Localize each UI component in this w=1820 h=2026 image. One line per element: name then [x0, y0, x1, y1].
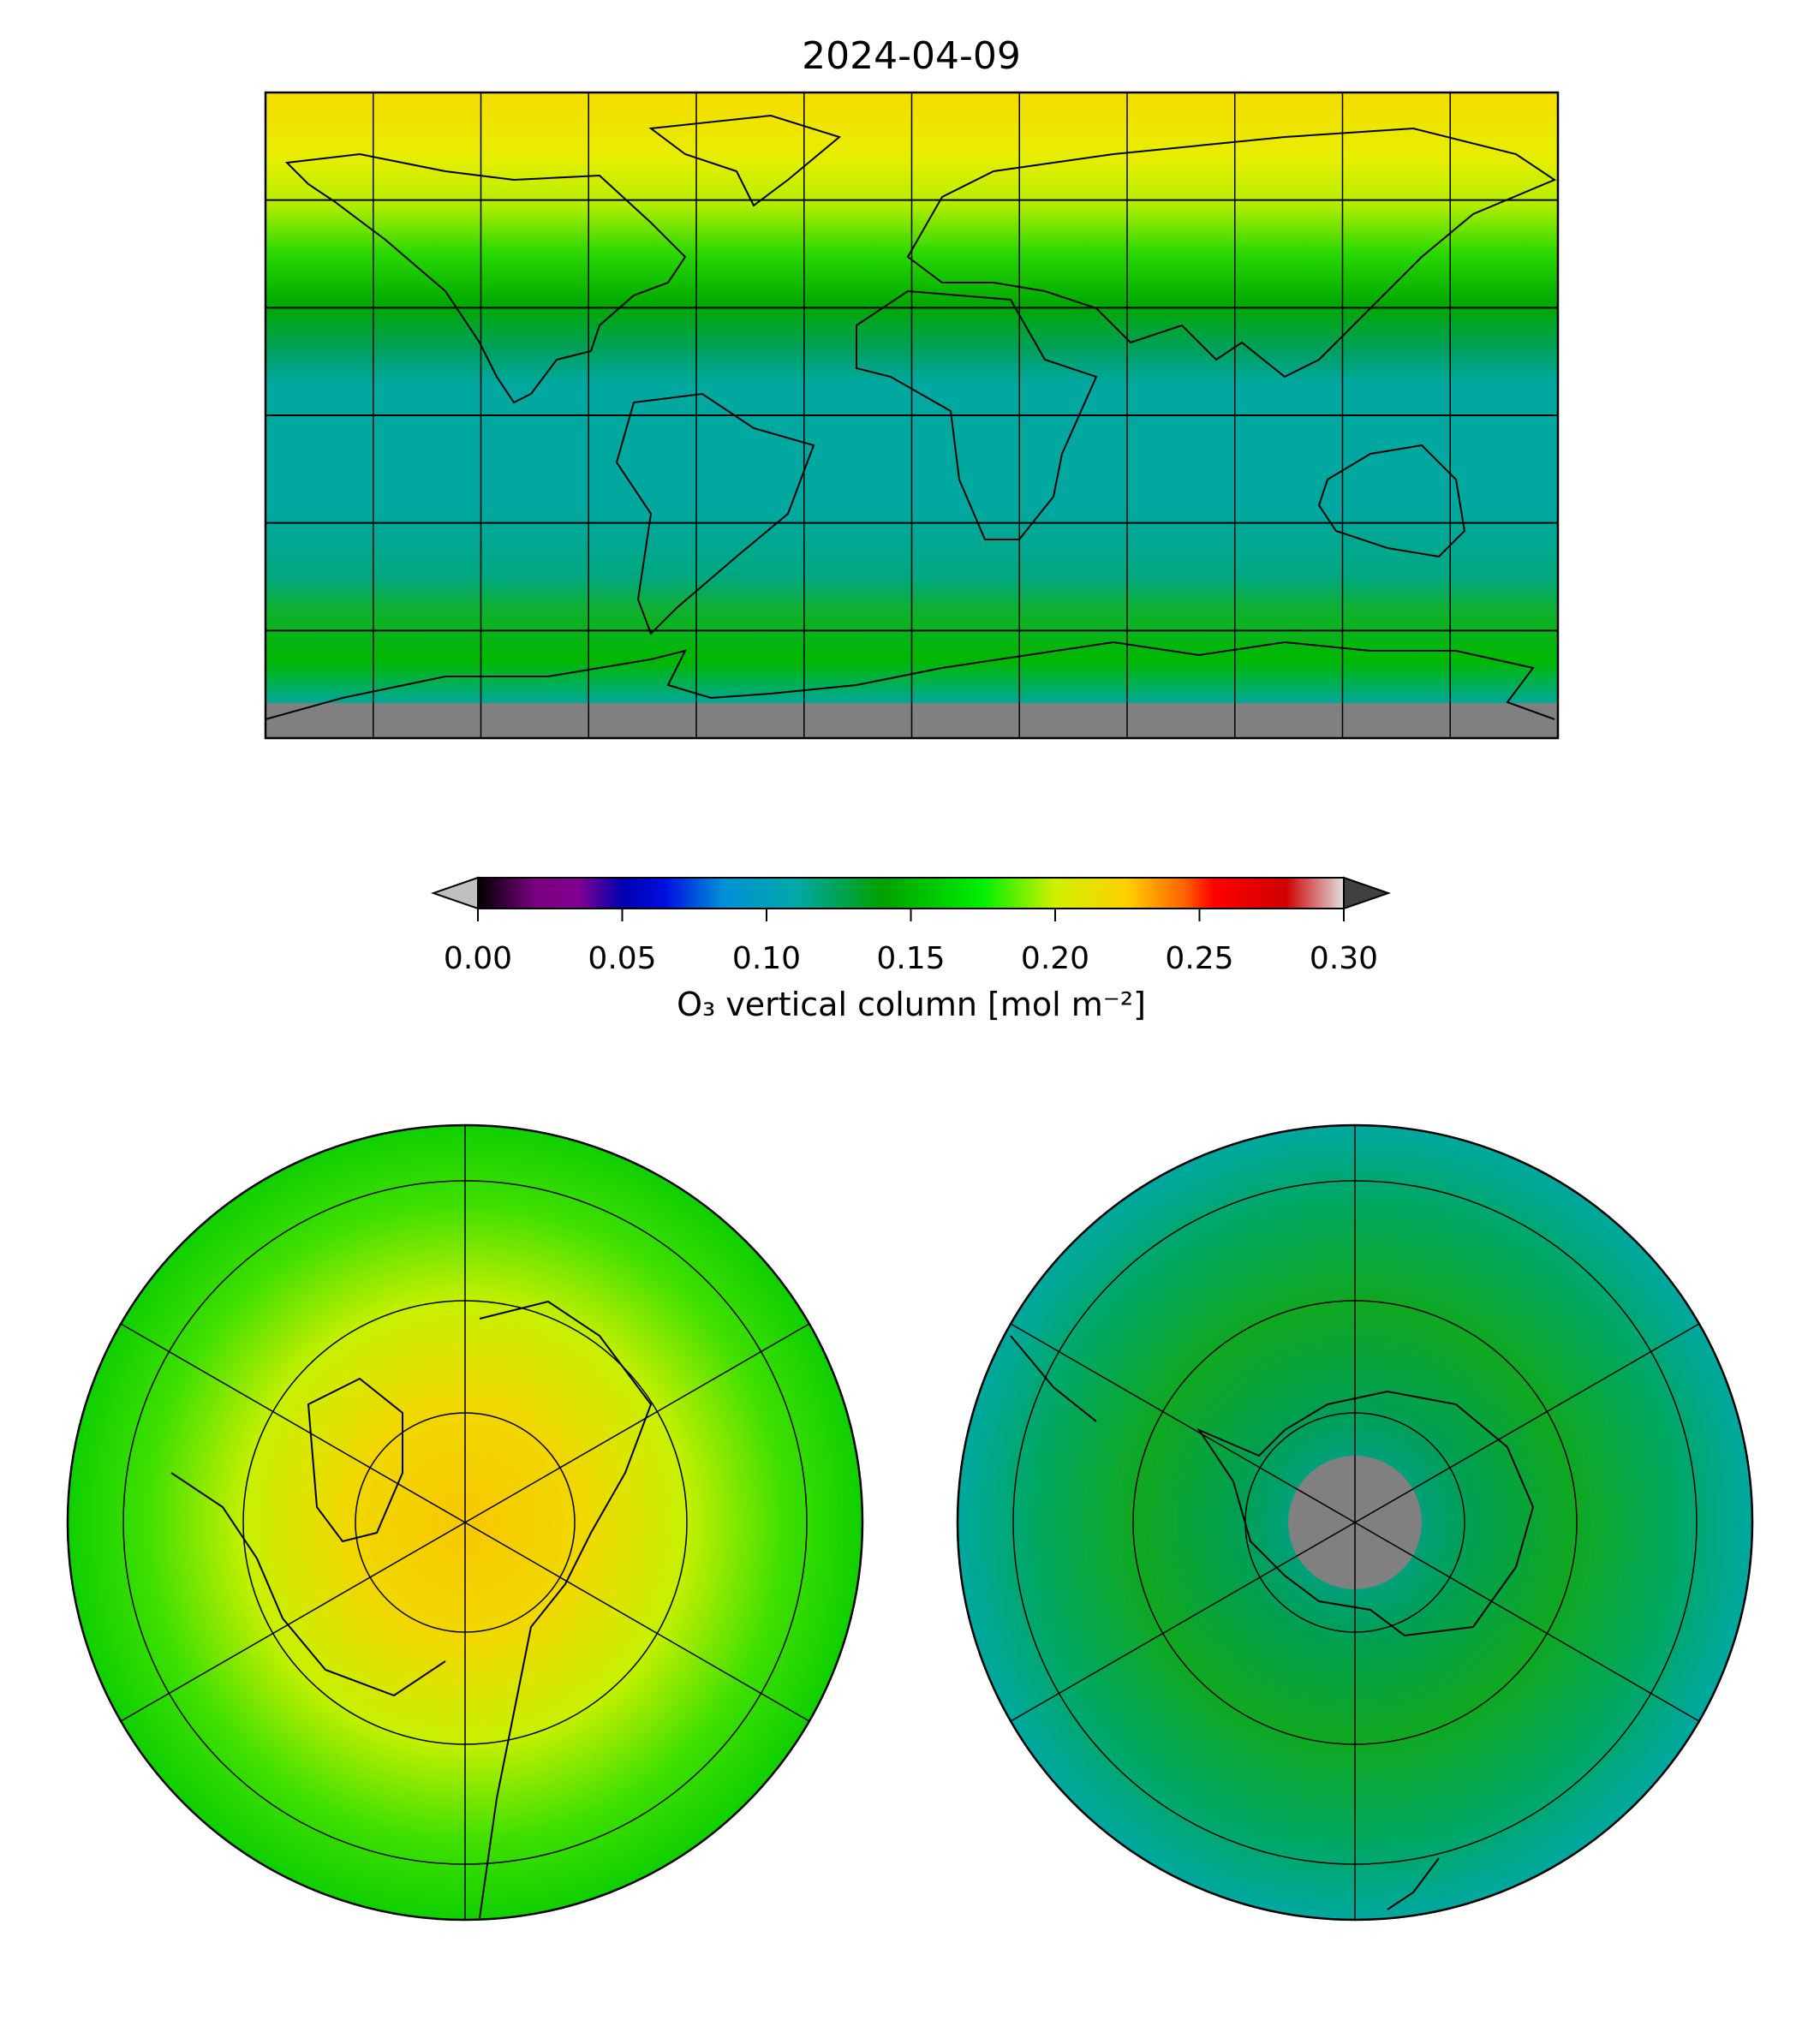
meridian-line: [1010, 1323, 1700, 1722]
south-polar-coastlines: [1010, 1335, 1535, 1910]
colorbar-tick-label: 0.10: [732, 941, 801, 976]
coastline-new-zealand-polar: [1387, 1857, 1440, 1910]
colorbar-tick-label: 0.05: [588, 941, 656, 976]
coastline-europe-asia: [906, 127, 1557, 378]
global-gridlines: [266, 92, 1558, 738]
colorbar-tick-label: 0.30: [1310, 941, 1378, 976]
coastline-south-america-polar: [1010, 1335, 1097, 1422]
meridian-line: [120, 1323, 810, 1722]
south-polar-frame: [956, 1123, 1754, 1922]
global-map-frame: [264, 91, 1560, 740]
colorbar-ticks: 0.00 0.05 0.10 0.15 0.20 0.25 0.30: [444, 909, 1378, 976]
colorbar-gradient: [477, 877, 1345, 909]
coastline-greenland: [648, 114, 842, 207]
coastline-greenland-polar: [307, 1377, 403, 1543]
colorbar-tick-label: 0.25: [1165, 941, 1233, 976]
colorbar-tick-label: 0.00: [444, 941, 512, 976]
coastline-north-america: [284, 152, 687, 404]
coastline-africa: [856, 289, 1098, 540]
colorbar-tick-label: 0.20: [1021, 941, 1089, 976]
south-polar-gridlines: [1010, 1125, 1700, 1920]
figure-title: 2024-04-09: [802, 34, 1021, 78]
colorbar-over-extension: [1343, 876, 1392, 910]
coastline-antarctica-polar: [1196, 1390, 1535, 1637]
north-polar-gridlines: [120, 1125, 810, 1920]
colorbar-under-extension: [430, 876, 479, 910]
south-polar-map: [956, 1123, 1754, 1922]
global-map: [264, 91, 1560, 740]
colorbar: 0.00 0.05 0.10 0.15 0.20 0.25 0.30 O₃ vertical…: [430, 876, 1392, 1023]
north-polar-map: [66, 1123, 864, 1922]
north-polar-frame: [66, 1123, 864, 1922]
coastline-antarctica: [265, 641, 1555, 720]
coastline-eurasia-polar: [479, 1300, 653, 1919]
coastline-north-america-polar: [170, 1472, 446, 1697]
colorbar-label: O₃ vertical column [mol m⁻²]: [677, 986, 1146, 1023]
coastline-australia: [1317, 444, 1466, 558]
coastline-south-america: [615, 392, 815, 635]
colorbar-tick-label: 0.15: [876, 941, 945, 976]
global-coastlines: [265, 114, 1557, 720]
north-polar-coastlines: [170, 1300, 653, 1919]
